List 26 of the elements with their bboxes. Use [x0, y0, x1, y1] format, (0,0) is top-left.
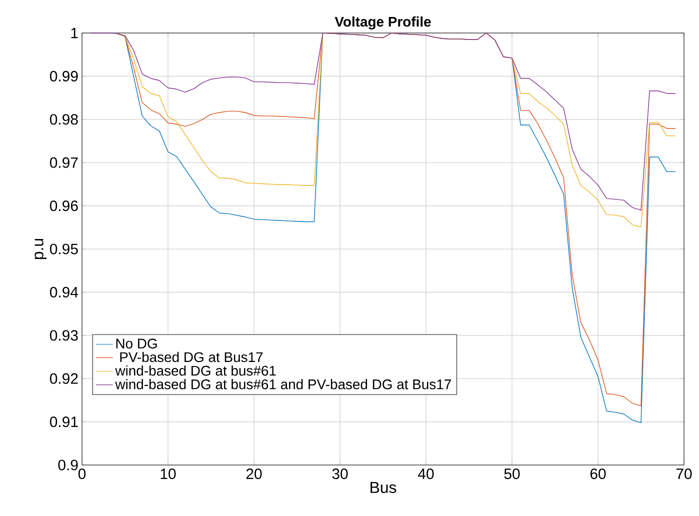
- x-tick-label: 0: [78, 468, 86, 480]
- y-tick-label: 0.91: [50, 416, 78, 428]
- y-axis-title: p.u: [34, 238, 47, 260]
- x-tick-label: 50: [504, 468, 520, 480]
- x-tick-label: 40: [418, 468, 434, 480]
- x-axis-title: Bus: [370, 482, 396, 494]
- legend-label: PV-based DG at Bus17: [120, 352, 263, 362]
- legend-label: wind-based DG at bus#61: [115, 365, 276, 376]
- y-tick-label: 0.97: [50, 157, 78, 168]
- y-tick-label: 0.95: [50, 244, 78, 254]
- y-tick-label: 0.96: [50, 200, 78, 212]
- y-tick-label: 0.92: [50, 373, 78, 384]
- x-tick-label: 70: [676, 468, 692, 480]
- y-tick-label: 0.94: [50, 286, 78, 298]
- x-tick-label: 10: [160, 468, 176, 480]
- chart-title: Voltage Profile: [334, 16, 431, 30]
- y-tick-label: 0.93: [50, 330, 78, 341]
- x-tick-label: 20: [246, 468, 262, 480]
- legend-label: No DG: [116, 338, 157, 349]
- y-tick-label: 0.9: [58, 460, 78, 470]
- y-tick-label: 0.98: [50, 114, 78, 125]
- y-tick-label: 0.99: [50, 70, 78, 82]
- legend-label: wind-based DG at bus#61 and PV-based DG at Bus17: [115, 379, 451, 390]
- x-tick-label: 60: [590, 468, 606, 480]
- y-tick-label: 1: [71, 28, 78, 38]
- x-tick-label: 30: [332, 468, 348, 480]
